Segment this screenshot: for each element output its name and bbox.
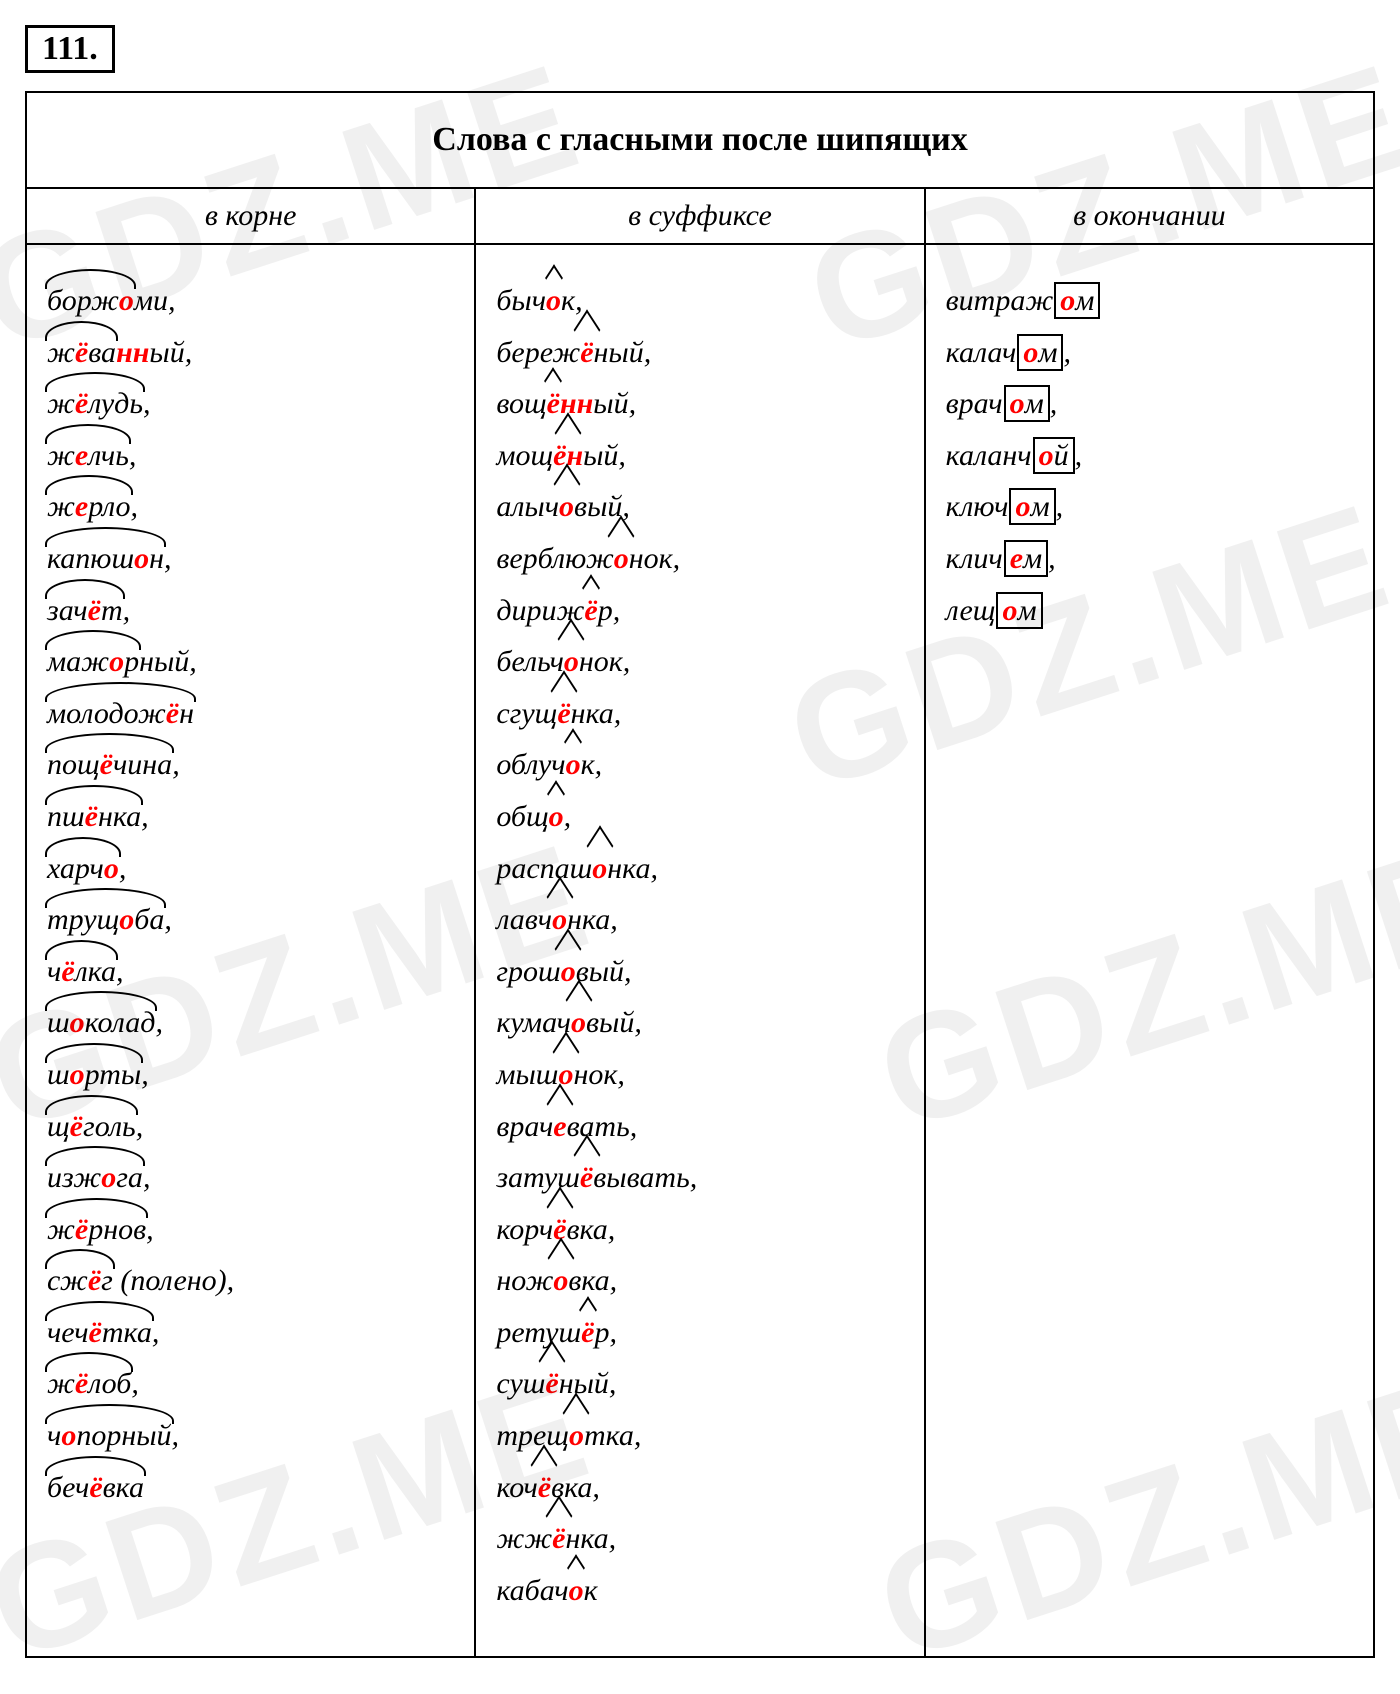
suffix-words-cell: бычок,бережёный,вощённый,мощёный,алычовы…	[475, 244, 924, 1657]
word-item: витражом	[946, 275, 1353, 327]
word-item: жёванный,	[47, 327, 454, 379]
word-item: мощёный,	[496, 430, 903, 482]
word-item: жёлудь,	[47, 378, 454, 430]
word-item: жёлоб,	[47, 1358, 454, 1410]
word-item: изжога,	[47, 1152, 454, 1204]
word-item: чопорный,	[47, 1410, 454, 1462]
col-header-ending: в окончании	[925, 188, 1374, 244]
word-item: капюшон,	[47, 533, 454, 585]
word-item: зачёт,	[47, 585, 454, 637]
word-item: вощённый,	[496, 378, 903, 430]
word-item: бычок,	[496, 275, 903, 327]
col-header-suffix: в суффиксе	[475, 188, 924, 244]
word-item: сжёг (полено),	[47, 1255, 454, 1307]
word-item: пшёнка,	[47, 791, 454, 843]
word-item: калачом,	[946, 327, 1353, 379]
ending-words-cell: витражомкалачом,врачом,каланчой,ключом,к…	[925, 244, 1374, 1657]
word-item: щёголь,	[47, 1101, 454, 1153]
word-item: ключом,	[946, 481, 1353, 533]
word-item: желчь,	[47, 430, 454, 482]
word-item: алычовый,	[496, 481, 903, 533]
word-item: трещотка,	[496, 1410, 903, 1462]
words-table: Слова с гласными после шипящих в корне в…	[25, 91, 1375, 1658]
word-item: трущоба,	[47, 894, 454, 946]
col-header-root: в корне	[26, 188, 475, 244]
word-item: жерло,	[47, 481, 454, 533]
word-item: сушёный,	[496, 1358, 903, 1410]
word-item: кумачовый,	[496, 997, 903, 1049]
word-item: пощёчина,	[47, 739, 454, 791]
word-item: сгущёнка,	[496, 688, 903, 740]
word-item: лавчонка,	[496, 894, 903, 946]
word-item: общо,	[496, 791, 903, 843]
word-item: кличем,	[946, 533, 1353, 585]
word-item: каланчой,	[946, 430, 1353, 482]
word-item: харчо,	[47, 843, 454, 895]
word-item: боржоми,	[47, 275, 454, 327]
word-item: бечёвка	[47, 1462, 454, 1514]
word-item: ножовка,	[496, 1255, 903, 1307]
word-item: бережёный,	[496, 327, 903, 379]
word-item: врачом,	[946, 378, 1353, 430]
word-item: врачевать,	[496, 1101, 903, 1153]
table-title: Слова с гласными после шипящих	[26, 92, 1374, 188]
word-item: молодожён	[47, 688, 454, 740]
word-item: дирижёр,	[496, 585, 903, 637]
word-item: грошовый,	[496, 946, 903, 998]
word-item: чечётка,	[47, 1307, 454, 1359]
word-item: жжёнка,	[496, 1513, 903, 1565]
word-item: верблюжонок,	[496, 533, 903, 585]
word-item: мажорный,	[47, 636, 454, 688]
word-item: жёрнов,	[47, 1204, 454, 1256]
word-item: шорты,	[47, 1049, 454, 1101]
word-item: лещом	[946, 585, 1353, 637]
root-words-cell: боржоми,жёванный,жёлудь,желчь,жерло,капю…	[26, 244, 475, 1657]
exercise-number: 111.	[25, 25, 115, 73]
word-item: кабачок	[496, 1565, 903, 1617]
word-item: шоколад,	[47, 997, 454, 1049]
word-item: чёлка,	[47, 946, 454, 998]
